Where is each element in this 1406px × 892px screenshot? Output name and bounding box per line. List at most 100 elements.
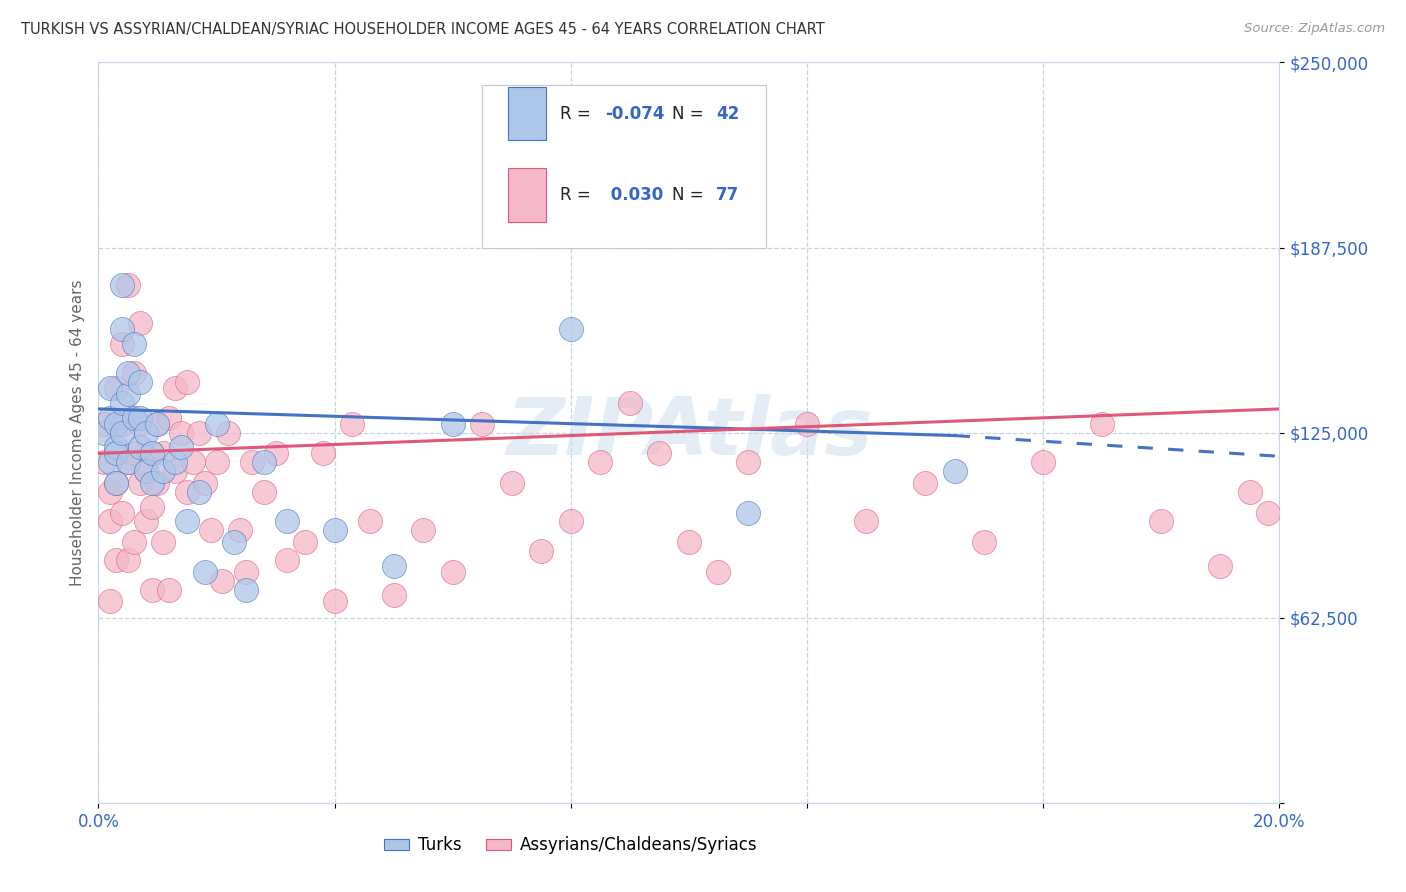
Point <box>128 410 150 425</box>
Point <box>973 535 995 549</box>
Text: ZIPAtlas: ZIPAtlas <box>506 393 872 472</box>
Point <box>111 336 134 351</box>
Point <box>240 455 263 469</box>
Point <box>501 475 523 490</box>
Point <box>264 446 287 460</box>
Point <box>253 484 276 499</box>
Point <box>141 446 163 460</box>
Point <box>128 376 150 390</box>
Point <box>128 441 150 455</box>
Point <box>165 464 187 478</box>
Legend: Turks, Assyrians/Chaldeans/Syriacs: Turks, Assyrians/Chaldeans/Syriacs <box>378 830 763 861</box>
Point <box>943 464 966 478</box>
Text: 0.030: 0.030 <box>605 186 664 204</box>
Point <box>93 455 115 469</box>
Point <box>98 381 121 395</box>
Point <box>93 417 115 431</box>
Point <box>135 464 157 478</box>
Point <box>170 425 193 440</box>
Point <box>111 506 134 520</box>
Point <box>294 535 316 549</box>
Point <box>1032 455 1054 469</box>
Point <box>176 484 198 499</box>
Text: R =: R = <box>560 104 591 122</box>
Point <box>914 475 936 490</box>
Point <box>187 484 209 499</box>
Point <box>111 396 134 410</box>
Point <box>117 367 139 381</box>
Point <box>165 381 187 395</box>
Point <box>105 441 128 455</box>
Point <box>141 500 163 514</box>
Point <box>105 475 128 490</box>
Text: -0.074: -0.074 <box>605 104 665 122</box>
Point <box>560 322 582 336</box>
Point <box>152 446 174 460</box>
Point <box>122 336 145 351</box>
Point <box>135 515 157 529</box>
Point <box>152 535 174 549</box>
Point <box>117 387 139 401</box>
Point <box>98 484 121 499</box>
Point <box>1150 515 1173 529</box>
Point <box>194 565 217 579</box>
Point <box>359 515 381 529</box>
Text: 42: 42 <box>716 104 740 122</box>
Point <box>157 582 180 597</box>
Point <box>117 455 139 469</box>
Point <box>229 524 252 538</box>
Point <box>117 277 139 292</box>
Point <box>194 475 217 490</box>
Point <box>235 565 257 579</box>
Point <box>678 535 700 549</box>
Point <box>181 455 204 469</box>
Point <box>141 446 163 460</box>
Text: R =: R = <box>560 186 591 204</box>
Point <box>211 574 233 588</box>
Point <box>1239 484 1261 499</box>
FancyBboxPatch shape <box>508 87 546 140</box>
Text: Source: ZipAtlas.com: Source: ZipAtlas.com <box>1244 22 1385 36</box>
Point <box>1091 417 1114 431</box>
Point <box>105 475 128 490</box>
Point <box>707 565 730 579</box>
Point <box>98 515 121 529</box>
FancyBboxPatch shape <box>482 85 766 247</box>
Point <box>122 410 145 425</box>
FancyBboxPatch shape <box>508 169 546 221</box>
Point <box>589 455 612 469</box>
Point <box>141 475 163 490</box>
Point <box>855 515 877 529</box>
Point <box>105 417 128 431</box>
Point <box>111 322 134 336</box>
Point <box>648 446 671 460</box>
Y-axis label: Householder Income Ages 45 - 64 years: Householder Income Ages 45 - 64 years <box>69 279 84 586</box>
Point <box>165 455 187 469</box>
Point <box>117 553 139 567</box>
Point <box>98 455 121 469</box>
Point <box>235 582 257 597</box>
Point <box>98 410 121 425</box>
Point <box>152 464 174 478</box>
Point <box>117 455 139 469</box>
Point <box>276 553 298 567</box>
Point <box>187 425 209 440</box>
Point <box>98 594 121 608</box>
Point <box>111 417 134 431</box>
Point <box>128 475 150 490</box>
Point <box>105 446 128 460</box>
Point <box>441 417 464 431</box>
Point <box>323 524 346 538</box>
Point <box>217 425 239 440</box>
Point <box>737 506 759 520</box>
Point <box>412 524 434 538</box>
Point <box>382 589 405 603</box>
Point <box>619 396 641 410</box>
Point <box>342 417 364 431</box>
Text: N =: N = <box>672 186 704 204</box>
Point <box>146 475 169 490</box>
Point <box>128 316 150 330</box>
Point <box>135 464 157 478</box>
Point <box>105 381 128 395</box>
Point <box>200 524 222 538</box>
